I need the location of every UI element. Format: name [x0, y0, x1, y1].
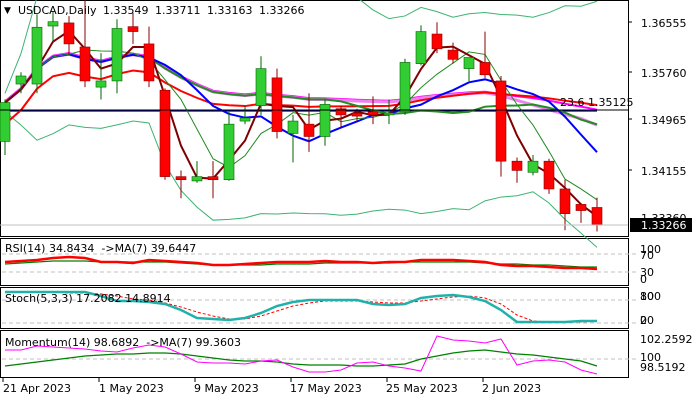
svg-text:20: 20 [640, 314, 654, 327]
current-price-box [630, 218, 692, 232]
candle [527, 155, 539, 176]
svg-text:98.5192: 98.5192 [640, 361, 686, 374]
ohlc-open: 1.33549 [103, 4, 149, 17]
price-tick: 1.35760 [641, 67, 687, 80]
symbol-label: USDCAD,Daily [18, 4, 97, 17]
date-label: 1 May 2023 [99, 382, 164, 395]
momentum-label: Momentum(14) 98.6892 ->MA(7) 99.3603 [5, 336, 241, 349]
candle [143, 26, 155, 88]
current-price: 1.33266 [641, 219, 687, 232]
momentum-scale: 102.2592 100 98.5192 [640, 333, 693, 374]
candle [239, 105, 251, 125]
stoch-scale: 100 80 20 0 [640, 290, 661, 327]
candle [351, 108, 363, 122]
date-label: 21 Apr 2023 [3, 382, 71, 395]
candle [511, 157, 523, 183]
svg-text:80: 80 [640, 290, 654, 303]
candle [191, 161, 203, 183]
candle [415, 25, 427, 66]
date-label: 17 May 2023 [290, 382, 362, 395]
candle [463, 57, 475, 81]
candle [223, 111, 235, 181]
candle [431, 22, 443, 54]
candle [319, 99, 331, 146]
date-label: 9 May 2023 [194, 382, 259, 395]
ohlc-high: 1.33711 [155, 4, 201, 17]
candle [47, 11, 59, 42]
candle [95, 53, 107, 100]
price-tick: 1.36555 [641, 17, 687, 30]
candle [447, 42, 459, 64]
candle [207, 161, 219, 199]
candle [495, 76, 507, 177]
svg-text:0: 0 [640, 314, 647, 327]
collapse-triangle-icon[interactable]: ▼ [4, 6, 11, 16]
date-axis[interactable]: 21 Apr 2023 1 May 2023 9 May 2023 17 May… [2, 378, 541, 395]
candle [127, 13, 139, 44]
candle [479, 31, 491, 78]
rsi-label: RSI(14) 34.8434 ->MA(7) 39.6447 [5, 242, 196, 255]
candle [63, 16, 75, 56]
svg-text:0: 0 [640, 273, 647, 286]
price-tick: 1.34965 [641, 114, 687, 127]
candle [159, 88, 171, 180]
svg-text:100: 100 [640, 351, 661, 364]
candle [383, 99, 395, 125]
price-series [0, 0, 603, 248]
fib-label: 23.6 1.35125 [560, 96, 633, 109]
candle [271, 68, 283, 139]
ohlc-low: 1.33163 [207, 4, 253, 17]
rsi-scale: 100 70 30 0 [640, 243, 661, 286]
price-axis[interactable]: 1.36555 1.35760 1.34965 1.34155 1.33360 … [0, 17, 692, 232]
main-price-panel[interactable] [0, 0, 629, 237]
svg-text:30: 30 [640, 266, 654, 279]
date-label: 25 May 2023 [386, 382, 458, 395]
price-tick: 1.34155 [641, 165, 687, 178]
svg-text:70: 70 [640, 249, 654, 262]
candle [0, 99, 11, 156]
candle [399, 58, 411, 115]
candle [287, 114, 299, 163]
svg-text:100: 100 [640, 290, 661, 303]
candle [575, 203, 587, 223]
candle [559, 179, 571, 231]
candle [335, 105, 347, 128]
candle [79, 0, 91, 88]
candle [255, 56, 267, 115]
candle [303, 93, 315, 152]
svg-text:100: 100 [640, 243, 661, 256]
candle [31, 14, 43, 94]
stoch-label: Stoch(5,3,3) 17.2082 14.8914 [5, 292, 171, 305]
candle [175, 170, 187, 199]
indicator-series [2, 253, 636, 375]
candle [15, 72, 27, 94]
date-label: 2 Jun 2023 [482, 382, 541, 395]
ohlc-close: 1.33266 [259, 4, 305, 17]
candle [543, 158, 555, 194]
svg-text:102.2592: 102.2592 [640, 333, 693, 346]
candle [111, 19, 123, 94]
